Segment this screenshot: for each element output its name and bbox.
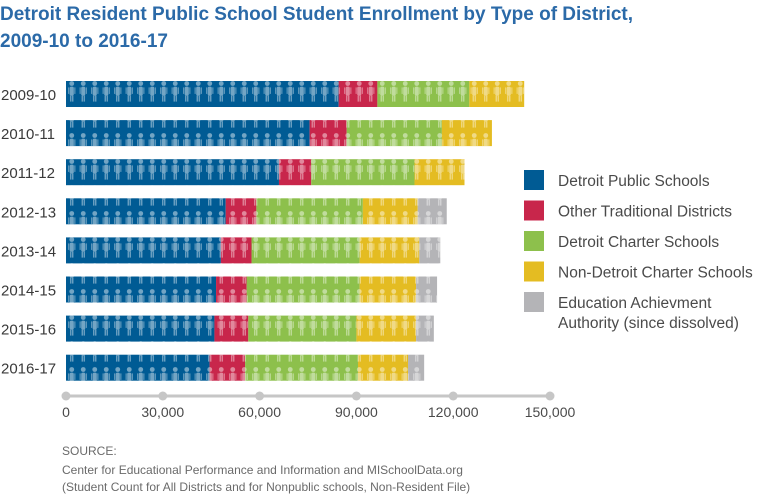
x-tick-mark-2 xyxy=(255,391,265,401)
bar-pattern-2012-13-detroit-charter-schools xyxy=(256,198,363,225)
category-labels: 2009-10 2010-11 2011-12 2012-13 2013-14 2014-… xyxy=(1,87,56,378)
bars-group xyxy=(66,81,525,381)
x-tick-mark-5 xyxy=(545,391,555,401)
bar-pattern-2016-17-other-traditional-districts xyxy=(209,354,246,381)
x-axis: 0 30,000 60,000 90,000 120,000 150,000 xyxy=(61,391,576,420)
bar-pattern-2011-12-other-traditional-districts xyxy=(278,159,312,186)
legend-swatch-detroit-charter-schools xyxy=(524,231,544,251)
bar-pattern-2010-11-non-detroit-charter-schools xyxy=(441,120,492,147)
bar-pattern-2015-16-detroit-public-schools xyxy=(66,315,215,342)
x-tick-mark-4 xyxy=(448,391,458,401)
x-tick-label-2: 60,000 xyxy=(238,404,281,420)
bar-pattern-2011-12-detroit-charter-schools xyxy=(311,159,415,186)
bar-pattern-2012-13-other-traditional-districts xyxy=(225,198,257,225)
bar-pattern-2009-10-other-traditional-districts xyxy=(338,81,378,107)
category-label-2010-11: 2010-11 xyxy=(1,126,55,143)
source-heading: SOURCE: xyxy=(62,444,117,458)
legend-swatch-non-detroit-charter-schools xyxy=(524,261,544,282)
x-tick-label-4: 120,000 xyxy=(428,404,479,420)
category-label-2012-13: 2012-13 xyxy=(1,204,56,221)
bar-pattern-2015-16-other-traditional-districts xyxy=(214,315,249,342)
category-label-2016-17: 2016-17 xyxy=(1,361,56,378)
x-tick-label-3: 90,000 xyxy=(335,404,378,420)
bar-pattern-2014-15-non-detroit-charter-schools xyxy=(359,276,417,303)
bar-pattern-2011-12-non-detroit-charter-schools xyxy=(414,159,465,186)
legend-label-detroit-charter-schools: Detroit Charter Schools xyxy=(558,234,719,251)
legend: Detroit Public Schools Other Traditional … xyxy=(524,170,753,332)
legend-label-education-achievment-authority-since-dissolved-line-1: Education Achievment xyxy=(558,295,712,312)
bar-pattern-2016-17-non-detroit-charter-schools xyxy=(358,354,409,381)
bar-pattern-2011-12-detroit-public-schools xyxy=(66,159,279,186)
bar-pattern-2013-14-education-achievment-authority-since-dissolved xyxy=(419,237,441,264)
chart-title-line-1: Detroit Resident Public School Student E… xyxy=(0,4,633,25)
bar-pattern-2014-15-detroit-public-schools xyxy=(66,276,217,303)
x-tick-label-5: 150,000 xyxy=(525,404,576,420)
bar-pattern-2015-16-detroit-charter-schools xyxy=(248,315,357,342)
bar-pattern-2010-11-other-traditional-districts xyxy=(309,120,347,147)
bar-pattern-2013-14-detroit-public-schools xyxy=(66,237,221,264)
bar-pattern-2013-14-non-detroit-charter-schools xyxy=(359,237,420,264)
x-tick-mark-3 xyxy=(351,391,361,401)
bar-pattern-2012-13-non-detroit-charter-schools xyxy=(362,198,418,225)
legend-label-education-achievment-authority-since-dissolved-line-2: Authority (since dissolved) xyxy=(558,315,739,332)
bar-pattern-2014-15-other-traditional-districts xyxy=(216,276,247,303)
source-line-2: (Student Count for All Districts and for… xyxy=(62,480,470,494)
legend-label-detroit-public-schools: Detroit Public Schools xyxy=(558,173,710,190)
legend-swatch-other-traditional-districts xyxy=(524,200,544,221)
legend-swatch-detroit-public-schools xyxy=(524,170,544,190)
category-label-2015-16: 2015-16 xyxy=(1,322,56,339)
source-line-1: Center for Educational Performance and I… xyxy=(62,463,463,477)
bar-pattern-2009-10-non-detroit-charter-schools xyxy=(469,81,525,107)
x-tick-mark-0 xyxy=(61,391,71,401)
category-label-2009-10: 2009-10 xyxy=(1,87,56,104)
bar-pattern-2012-13-education-achievment-authority-since-dissolved xyxy=(417,198,447,225)
bar-pattern-2009-10-detroit-charter-schools xyxy=(377,81,470,107)
chart-title-line-2: 2009-10 to 2016-17 xyxy=(0,31,168,52)
legend-swatch-education-achievment-authority-since-dissolved xyxy=(524,292,544,312)
bar-pattern-2016-17-detroit-charter-schools xyxy=(245,354,359,381)
category-label-2013-14: 2013-14 xyxy=(1,243,56,260)
bar-pattern-2016-17-detroit-public-schools xyxy=(66,354,210,381)
category-label-2011-12: 2011-12 xyxy=(1,165,55,182)
x-tick-label-1: 30,000 xyxy=(141,404,184,420)
bar-pattern-2015-16-non-detroit-charter-schools xyxy=(356,315,417,342)
bar-pattern-2012-13-detroit-public-schools xyxy=(66,198,226,225)
category-label-2014-15: 2014-15 xyxy=(1,283,56,300)
bar-pattern-2010-11-detroit-charter-schools xyxy=(346,120,442,147)
legend-label-non-detroit-charter-schools: Non-Detroit Charter Schools xyxy=(558,265,753,282)
bar-pattern-2009-10-detroit-public-schools xyxy=(66,81,339,107)
bar-pattern-2016-17-education-achievment-authority-since-dissolved xyxy=(408,354,425,381)
x-tick-label-0: 0 xyxy=(62,404,70,420)
bar-pattern-2010-11-detroit-public-schools xyxy=(66,120,310,147)
bar-pattern-2014-15-detroit-charter-schools xyxy=(246,276,360,303)
bar-pattern-2014-15-education-achievment-authority-since-dissolved xyxy=(416,276,438,303)
bar-pattern-2015-16-education-achievment-authority-since-dissolved xyxy=(416,315,434,342)
bar-pattern-2013-14-detroit-charter-schools xyxy=(251,237,360,264)
x-tick-mark-1 xyxy=(158,391,168,401)
legend-label-other-traditional-districts: Other Traditional Districts xyxy=(558,204,732,221)
bar-pattern-2013-14-other-traditional-districts xyxy=(220,237,252,264)
